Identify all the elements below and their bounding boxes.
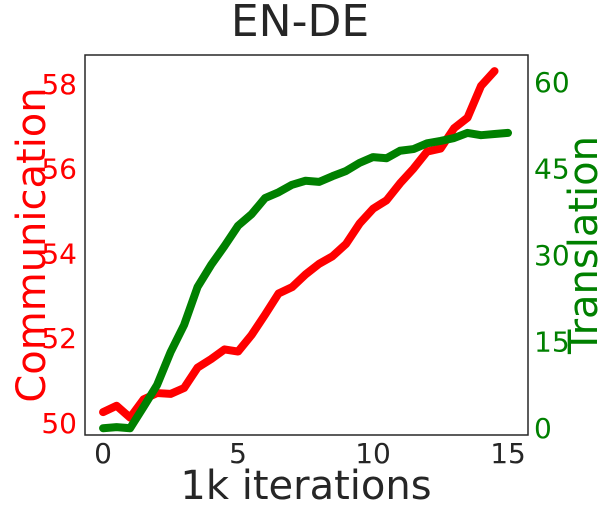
x-tick-label: 5	[229, 437, 247, 470]
y-tick-label: 50	[41, 407, 77, 440]
y-axis-label: Communication	[9, 87, 55, 402]
y-tick-label: 58	[41, 68, 77, 101]
y-tick-label: 54	[41, 237, 77, 270]
x-tick-label: 10	[355, 437, 391, 470]
y2-tick-label: 30	[534, 239, 570, 272]
y2-axis-label: Translation	[561, 136, 607, 355]
x-tick-label: 15	[490, 437, 526, 470]
data-line	[99, 128, 513, 433]
y-tick-label: 56	[41, 153, 77, 186]
y2-tick-label: 60	[534, 66, 570, 99]
y2-tick-label: 15	[534, 325, 570, 358]
y2-tick-label: 45	[534, 152, 570, 185]
chart-title: EN-DE	[231, 0, 369, 47]
x-axis-label: 1k iterations	[180, 463, 431, 509]
x-tick-label: 0	[94, 437, 112, 470]
data-line	[99, 67, 499, 422]
y2-tick-label: 0	[534, 412, 552, 445]
y-tick-label: 52	[41, 322, 77, 355]
plot-frame	[84, 54, 529, 436]
